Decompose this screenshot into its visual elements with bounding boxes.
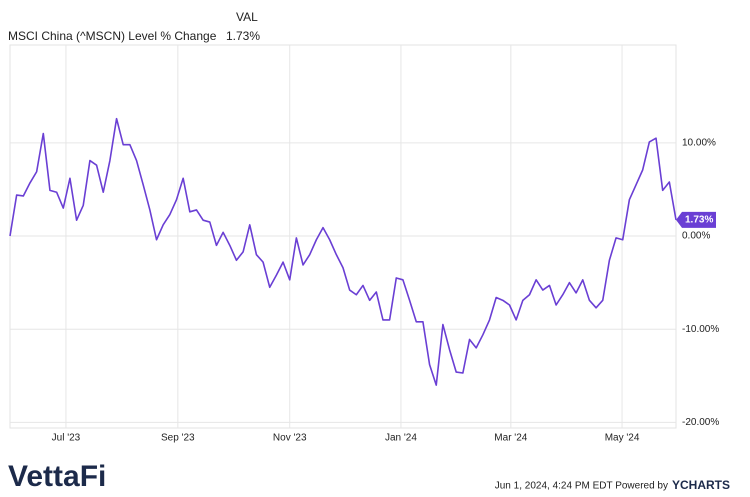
y-tick-label: 10.00% xyxy=(682,137,716,148)
x-tick-label: May '24 xyxy=(605,433,640,444)
logo: VettaFi xyxy=(8,460,106,493)
last-value-label: 1.73% xyxy=(685,215,713,226)
x-tick-label: Jan '24 xyxy=(385,433,417,444)
footer-brand: YCHARTS xyxy=(672,478,730,492)
footer-text: Jun 1, 2024, 4:24 PM EDT Powered by xyxy=(495,481,668,492)
legend-name: MSCI China (^MSCN) Level % Change xyxy=(8,29,217,43)
x-tick-label: Jul '23 xyxy=(52,433,81,444)
y-tick-label: 0.00% xyxy=(682,231,710,242)
y-tick-label: -20.00% xyxy=(682,417,719,428)
x-tick-label: Mar '24 xyxy=(494,433,527,444)
x-tick-label: Sep '23 xyxy=(161,433,195,444)
line xyxy=(9,117,677,386)
last-value-badge xyxy=(676,211,716,228)
legend-header: VAL xyxy=(236,10,258,24)
x-tick-label: Nov '23 xyxy=(273,433,307,444)
y-tick-label: -10.00% xyxy=(682,324,719,335)
legend-value: 1.73% xyxy=(226,29,260,43)
